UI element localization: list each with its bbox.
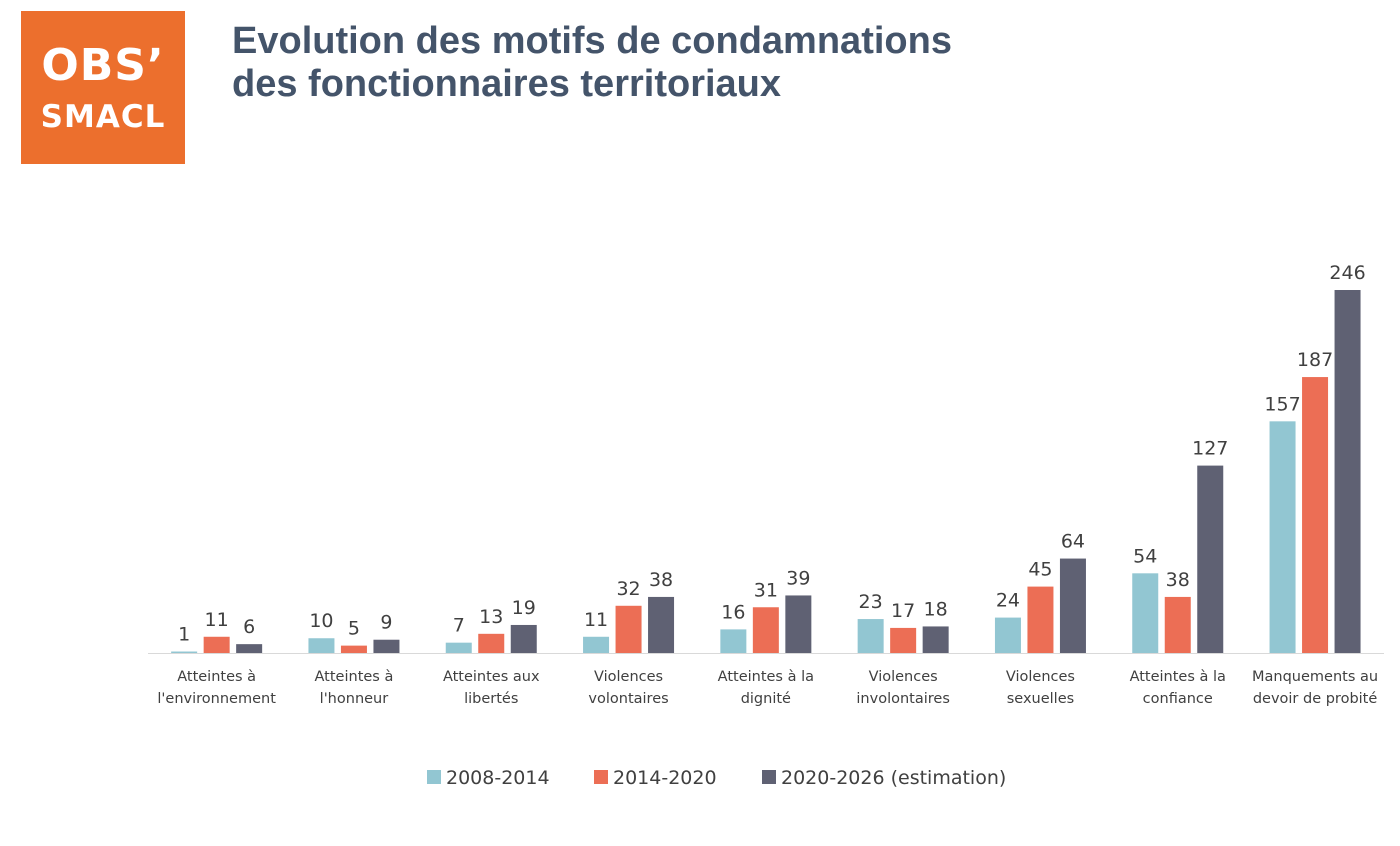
category-label-1: Atteintes à l'environnement xyxy=(157,669,276,707)
bar-1-5 xyxy=(720,629,747,653)
data-label-3-6: 18 xyxy=(924,598,948,620)
bar-1-6 xyxy=(857,619,884,653)
data-label-3-5: 39 xyxy=(786,567,810,589)
bar-1-7 xyxy=(994,617,1021,653)
bar-2-9 xyxy=(1302,377,1329,653)
bar-1-1 xyxy=(171,651,198,653)
bar-2-8 xyxy=(1164,596,1191,653)
bar-3-6 xyxy=(922,626,949,653)
bar-1-9 xyxy=(1269,421,1296,653)
category-label-8: Atteintes à la confiance xyxy=(1130,669,1226,707)
bar-2-4 xyxy=(615,605,642,653)
data-label-1-7: 24 xyxy=(996,590,1020,612)
bar-3-4 xyxy=(648,596,675,653)
chart-title-line-1: Evolution des motifs de condamnations xyxy=(232,20,952,62)
bar-2-5 xyxy=(752,607,779,653)
data-label-2-7: 45 xyxy=(1028,559,1052,581)
bar-3-1 xyxy=(236,644,263,653)
chart-title-line-2: des fonctionnaires territoriaux xyxy=(232,63,782,105)
bar-3-3 xyxy=(510,624,537,653)
category-label-3: Atteintes aux libertés xyxy=(443,669,540,707)
category-label-9: Manquements au devoir de probité xyxy=(1252,669,1378,707)
data-label-2-8: 38 xyxy=(1166,569,1190,591)
data-label-3-4: 38 xyxy=(649,569,673,591)
data-label-2-9: 187 xyxy=(1297,349,1333,371)
data-label-1-4: 11 xyxy=(584,609,608,631)
bar-1-2 xyxy=(308,638,335,653)
bar-3-2 xyxy=(373,639,400,653)
legend-swatch-2 xyxy=(594,770,608,784)
bar-1-8 xyxy=(1132,573,1159,653)
category-label-5: Atteintes à la dignité xyxy=(718,669,814,707)
data-label-1-3: 7 xyxy=(453,615,465,637)
chart-title: Evolution des motifs de condamnations de… xyxy=(232,20,1132,106)
obs-smacl-logo: OBS’ SMACL xyxy=(21,11,185,164)
data-label-3-1: 6 xyxy=(243,616,255,638)
data-label-3-7: 64 xyxy=(1061,531,1085,553)
category-label-7: Violences sexuelles xyxy=(1006,669,1075,707)
legend-label-1: 2008-2014 xyxy=(446,767,550,789)
data-label-3-3: 19 xyxy=(512,597,536,619)
data-label-2-2: 5 xyxy=(348,618,360,640)
data-label-1-6: 23 xyxy=(859,591,883,613)
legend-label-2: 2014-2020 xyxy=(613,767,717,789)
logo-text-smacl: SMACL xyxy=(40,99,166,135)
bar-2-2 xyxy=(340,645,367,653)
data-label-2-5: 31 xyxy=(754,579,778,601)
data-label-3-2: 9 xyxy=(380,612,392,634)
data-label-1-1: 1 xyxy=(178,624,190,646)
bar-3-8 xyxy=(1197,465,1224,653)
bar-2-7 xyxy=(1027,586,1054,653)
data-label-1-5: 16 xyxy=(721,601,745,623)
bar-2-6 xyxy=(890,627,917,653)
legend-swatch-3 xyxy=(762,770,776,784)
legend-label-3: 2020-2026 (estimation) xyxy=(781,767,1006,789)
bar-3-9 xyxy=(1334,290,1361,653)
bar-2-3 xyxy=(478,633,505,653)
legend-swatch-1 xyxy=(427,770,441,784)
category-label-2: Atteintes à l'honneur xyxy=(315,669,394,707)
bar-2-1 xyxy=(203,636,230,653)
data-label-2-4: 32 xyxy=(616,578,640,600)
data-label-2-3: 13 xyxy=(479,606,503,628)
bar-1-3 xyxy=(445,642,472,653)
data-label-3-9: 246 xyxy=(1329,262,1365,284)
data-label-2-6: 17 xyxy=(891,600,915,622)
data-label-2-1: 11 xyxy=(205,609,229,631)
data-label-1-9: 157 xyxy=(1264,393,1300,415)
category-label-6: Violences involontaires xyxy=(856,669,949,707)
data-label-1-8: 54 xyxy=(1133,545,1157,567)
bar-1-4 xyxy=(583,636,610,653)
bar-3-7 xyxy=(1059,558,1086,653)
data-label-3-8: 127 xyxy=(1192,438,1228,460)
category-label-4: Violences volontaires xyxy=(588,669,668,707)
data-label-1-2: 10 xyxy=(309,610,333,632)
bar-3-5 xyxy=(785,595,812,653)
logo-text-obs: OBS’ xyxy=(41,40,165,91)
